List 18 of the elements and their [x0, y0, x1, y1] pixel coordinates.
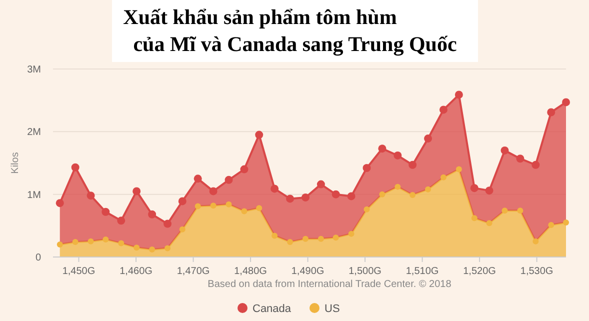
x-tick-label: 1,520G: [463, 266, 496, 277]
y-tick-label: 2M: [27, 127, 41, 138]
x-tick-label: 1,530G: [520, 266, 554, 277]
y-tick-label: 0: [35, 252, 42, 264]
x-tick-label: 1,460G: [120, 266, 153, 277]
legend-label: Canada: [252, 303, 292, 315]
text: Based on data from International Trade Center. © 2018: [208, 279, 452, 290]
x-tick-label: 1,500G: [348, 266, 382, 277]
y-tick-label: 3M: [27, 64, 41, 76]
x-tick-label: 1,450G: [62, 266, 96, 277]
y-axis-title: Kilos: [10, 152, 21, 174]
x-tick-label: 1,490G: [291, 266, 324, 277]
x-tick-label: 1,480G: [234, 266, 268, 277]
legend-label: US: [324, 303, 340, 315]
y-tick-label: 1M: [27, 190, 41, 201]
x-tick-label: 1,510G: [406, 266, 439, 277]
chart-title: Xuất khẩu sản phẩm tôm hùm của Mĩ và Canada sang Trung Quốc: [123, 5, 457, 56]
x-tick-label: 1,470G: [176, 266, 210, 277]
